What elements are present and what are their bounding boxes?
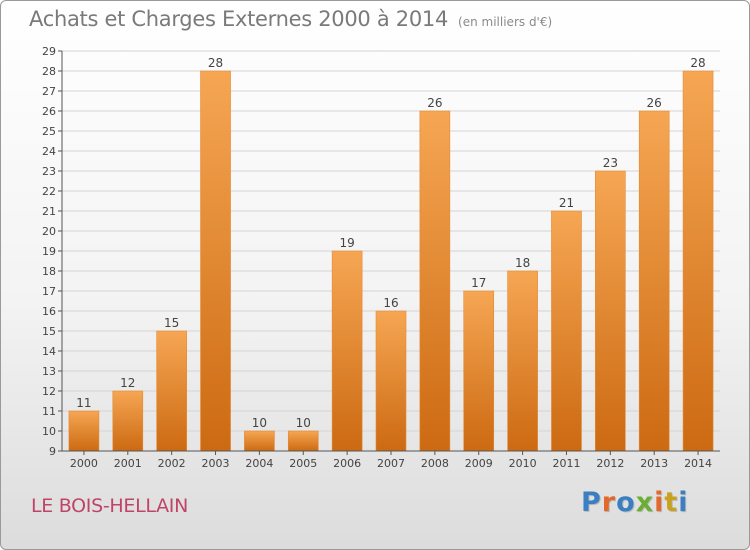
bar-2014 [682, 70, 714, 452]
value-label-2005: 10 [296, 416, 311, 430]
logo-letter: o [616, 487, 636, 518]
x-tick-label: 2006 [333, 457, 361, 470]
x-tick-label: 2005 [289, 457, 317, 470]
y-tick-label: 16 [42, 305, 56, 318]
logo-letter: i [654, 487, 665, 518]
y-tick-label: 23 [42, 165, 56, 178]
logo-letter: i [678, 487, 689, 518]
bar-2006 [331, 250, 363, 452]
bar-2009 [463, 290, 495, 452]
value-label-2003: 28 [208, 56, 223, 70]
y-tick-label: 24 [42, 145, 56, 158]
x-tick-label: 2000 [70, 457, 98, 470]
logo-letter: x [635, 487, 655, 518]
bar-2002 [156, 330, 187, 452]
y-tick-label: 18 [42, 265, 56, 278]
bar-2011 [551, 210, 582, 452]
proxiti-logo: Proxiti [581, 487, 689, 518]
chart-subtitle: (en milliers d'€) [458, 15, 553, 29]
y-tick-label: 25 [42, 125, 56, 138]
y-tick-label: 20 [42, 225, 56, 238]
x-tick-label: 2010 [509, 457, 537, 470]
y-tick-label: 26 [42, 105, 56, 118]
y-tick-label: 12 [42, 385, 56, 398]
logo-letter: P [581, 487, 602, 518]
x-tick-label: 2011 [552, 457, 580, 470]
value-label-2012: 23 [603, 156, 618, 170]
value-label-2014: 28 [690, 56, 705, 70]
bar-2010 [507, 270, 538, 452]
place-name: LE BOIS-HELLAIN [31, 495, 189, 517]
bar-2013 [638, 110, 670, 452]
bar-2004 [244, 430, 275, 452]
x-tick-label: 2012 [596, 457, 624, 470]
bar-2000 [68, 410, 100, 452]
value-label-2006: 19 [339, 236, 354, 250]
chart-title-text: Achats et Charges Externes 2000 à 2014 [29, 7, 449, 31]
logo-letter: t [664, 487, 679, 518]
x-tick-label: 2001 [114, 457, 142, 470]
x-tick-label: 2008 [421, 457, 449, 470]
y-tick-label: 27 [42, 85, 56, 98]
x-tick-label: 2014 [684, 457, 712, 470]
y-tick-label: 11 [42, 405, 56, 418]
y-tick-label: 29 [42, 45, 56, 58]
bar-2003 [200, 70, 231, 452]
value-label-2013: 26 [647, 96, 662, 110]
x-tick-label: 2003 [202, 457, 230, 470]
value-label-2007: 16 [383, 296, 398, 310]
y-tick-label: 17 [42, 285, 56, 298]
value-label-2001: 12 [120, 376, 135, 390]
bar-2005 [287, 430, 319, 452]
x-tick-label: 2009 [465, 457, 493, 470]
value-label-2002: 15 [164, 316, 179, 330]
y-tick-label: 13 [42, 365, 56, 378]
bar-2007 [375, 310, 407, 452]
value-label-2004: 10 [252, 416, 267, 430]
chart-title: Achats et Charges Externes 2000 à 2014 (e… [29, 7, 552, 31]
y-tick-label: 21 [42, 205, 56, 218]
x-tick-label: 2007 [377, 457, 405, 470]
y-tick-label: 10 [42, 425, 56, 438]
value-label-2009: 17 [471, 276, 486, 290]
value-label-2008: 26 [427, 96, 442, 110]
y-tick-label: 19 [42, 245, 56, 258]
x-tick-label: 2004 [245, 457, 273, 470]
value-label-2000: 11 [76, 396, 91, 410]
y-tick-label: 22 [42, 185, 56, 198]
logo-letter: r [601, 487, 617, 518]
y-tick-label: 14 [42, 345, 56, 358]
y-tick-label: 28 [42, 65, 56, 78]
bars: 11 12 15 28 10 10 19 16 26 17 18 21 23 26 28 [68, 56, 714, 452]
x-tick-label: 2002 [158, 457, 186, 470]
x-tick-label: 2013 [640, 457, 668, 470]
axes: 9 10 11 12 13 14 15 16 17 18 19 20 21 22 23 24 25 26 27 28 2… [42, 45, 720, 470]
bar-2001 [112, 390, 144, 452]
bar-2008 [419, 110, 451, 452]
value-label-2011: 21 [559, 196, 574, 210]
y-tick-label: 9 [49, 445, 56, 458]
bar-2012 [595, 170, 626, 452]
y-tick-label: 15 [42, 325, 56, 338]
value-label-2010: 18 [515, 256, 530, 270]
